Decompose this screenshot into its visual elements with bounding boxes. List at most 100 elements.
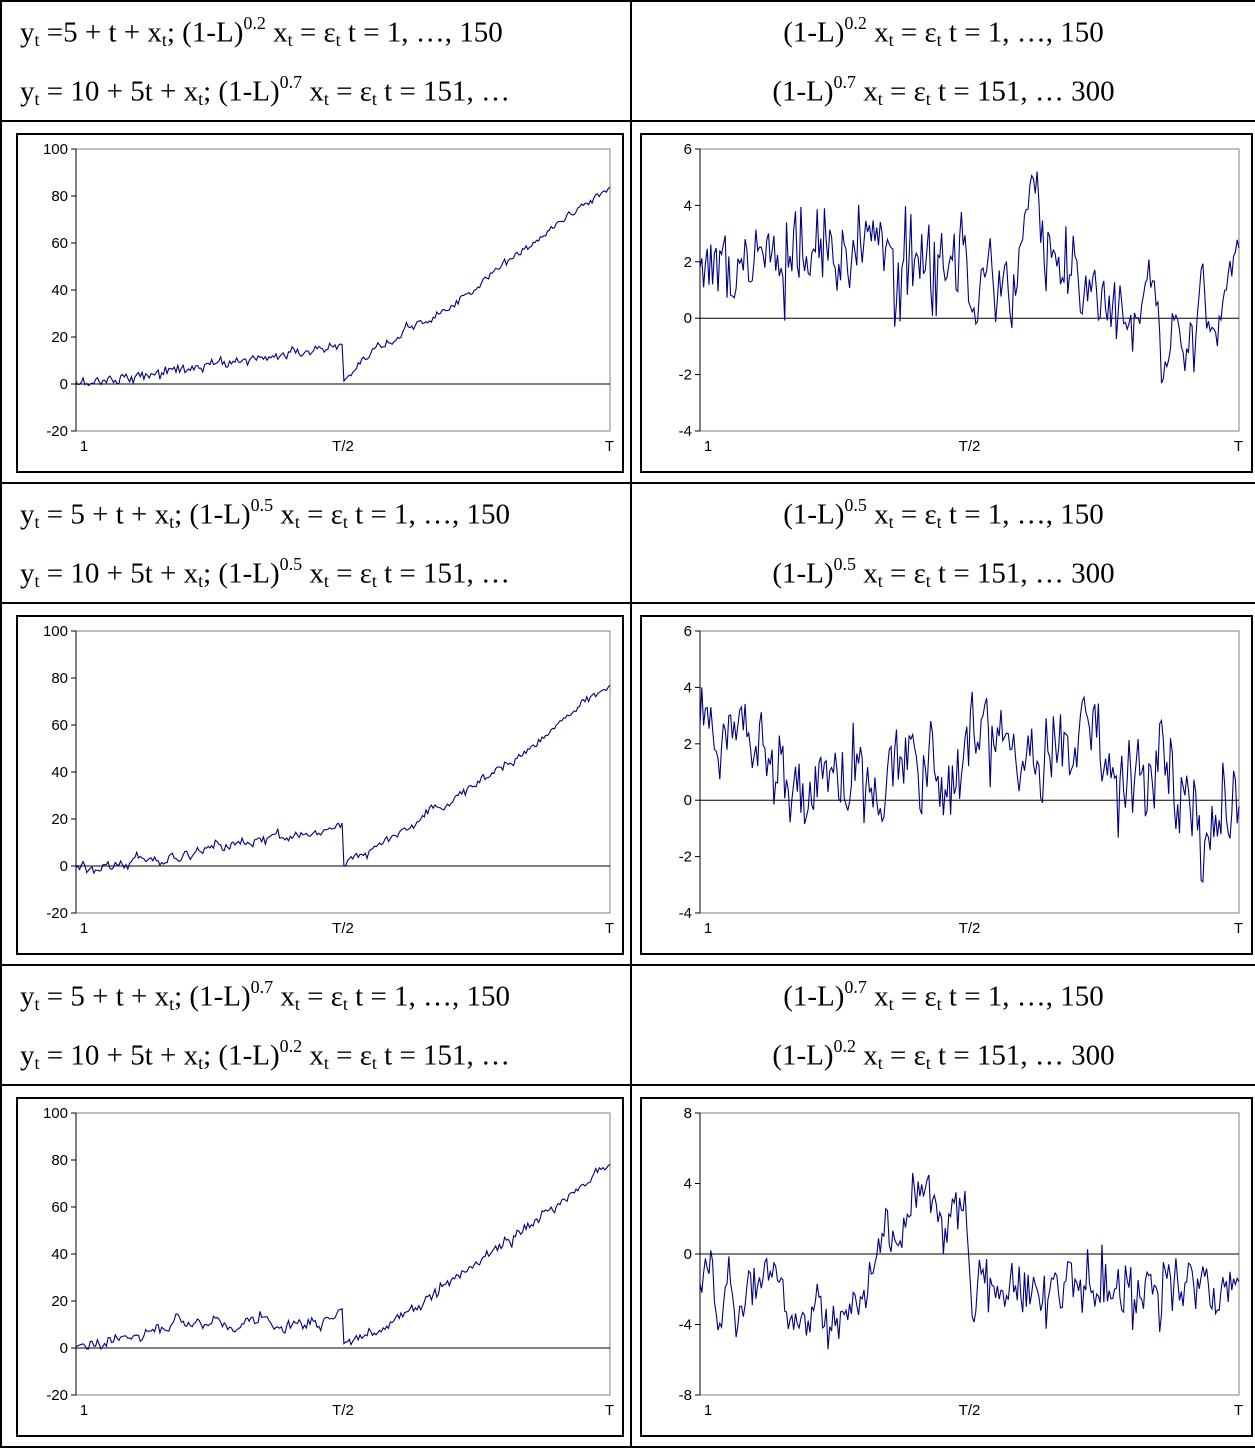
y-tick-label: -8 [679, 1387, 692, 1404]
noise-plot-cell: 8 4 0 -4 -8 1 T/2 T [630, 1084, 1255, 1448]
equation-part: = 5 + t + x [39, 980, 170, 1013]
equation-part: t [294, 512, 300, 533]
x-tick-label: T [1234, 1402, 1243, 1419]
y-tick-label: 100 [43, 141, 68, 158]
equation-part: 0.5 [250, 495, 274, 516]
equation-part: =5 + t + x [39, 16, 162, 49]
y-tick-label: 6 [684, 623, 692, 640]
equation-part: t = 151, … [376, 1039, 511, 1072]
x-tick-label: T [605, 1402, 614, 1419]
noise-plot-cell: 6 4 2 0 -2 -4 1 T/2 T [630, 602, 1255, 967]
equation-part: t [34, 89, 40, 110]
chart-svg: 6 4 2 0 -2 -4 1 T/2 T [679, 141, 1243, 455]
equation-line: (1-L)0.7 xt = εt t = 1, …, 150 [632, 966, 1255, 1025]
equation-part: = ε [328, 75, 372, 108]
equation-part: = 10 + 5t + x [39, 75, 199, 108]
equation-part: t [925, 89, 931, 110]
plot-frame [699, 148, 1240, 432]
x-tick-label: 1 [80, 1402, 88, 1419]
x-tick-label: T/2 [959, 920, 981, 937]
equation-part: ; (1-L) [174, 498, 251, 531]
equation-part: t [925, 571, 931, 592]
chart-svg: 6 4 2 0 -2 -4 1 T/2 T [679, 623, 1243, 937]
equation-part: = ε [893, 498, 937, 531]
chart-panel: 100 80 60 40 20 0 -20 1 T/2 T [16, 1097, 624, 1438]
plot-row: 100 80 60 40 20 0 -20 1 T/2 T 6 4 2 0 -2 -4 1 T/2 T [0, 602, 1255, 967]
equation-part: t [936, 30, 942, 51]
equation-part: t = 1, …, 150 [340, 16, 503, 49]
right-equation-cell: (1-L)0.5 xt = εt t = 1, …, 150 (1-L)0.5 x… [630, 482, 1255, 605]
equation-part: x [866, 498, 889, 531]
y-tick-label: 4 [684, 680, 692, 697]
y-tick-label: -2 [679, 849, 692, 866]
equation-part: t [877, 1053, 883, 1074]
equation-part: t [371, 1053, 377, 1074]
equation-part: t [198, 89, 204, 110]
chart-svg: 100 80 60 40 20 0 -20 1 T/2 T [43, 1105, 614, 1419]
equation-part: = ε [882, 1039, 926, 1072]
equation-part: (1-L) [772, 557, 834, 590]
equation-part: t [342, 994, 348, 1015]
equation-part: t [877, 571, 883, 592]
noise-plot-cell: 6 4 2 0 -2 -4 1 T/2 T [630, 120, 1255, 485]
equation-part: t [287, 30, 293, 51]
equation-part: 0.2 [833, 1036, 856, 1057]
x-tick-label: T/2 [332, 1402, 354, 1419]
equation-line: (1-L)0.5 xt = εt t = 1, …, 150 [632, 484, 1255, 543]
equation-part: t = 151, … 300 [930, 1039, 1115, 1072]
equation-part: t [936, 994, 942, 1015]
equation-part: t [925, 1053, 931, 1074]
equation-part: t [323, 1053, 329, 1074]
equation-part: = ε [893, 980, 937, 1013]
equation-part: t = 151, … 300 [930, 557, 1115, 590]
equation-part: 0.2 [243, 13, 266, 33]
equation-part: x [302, 1039, 324, 1072]
equation-part: y [20, 498, 35, 531]
equation-part: (1-L) [783, 498, 845, 531]
equation-part: ; (1-L) [203, 75, 280, 108]
equation-line: yt = 10 + 5t + xt; (1-L)0.2 xt = εt t = … [2, 1025, 630, 1084]
y-tick-label: 20 [51, 811, 68, 828]
y-tick-label: 2 [684, 254, 692, 271]
equation-part: 0.5 [279, 554, 303, 575]
chart-panel: 8 4 0 -4 -8 1 T/2 T [640, 1097, 1253, 1438]
y-tick-label: 40 [51, 282, 68, 299]
equation-line: yt = 5 + t + xt; (1-L)0.5 xt = εt t = 1,… [2, 484, 630, 543]
y-tick-label: 0 [684, 792, 692, 809]
y-tick-label: 40 [51, 1246, 68, 1263]
y-tick-label: -20 [46, 905, 68, 922]
level-plot-cell: 100 80 60 40 20 0 -20 1 T/2 T [0, 120, 632, 485]
equation-part: t [169, 994, 175, 1015]
equation-part: 0.7 [844, 977, 867, 998]
equation-part: 0.2 [279, 1036, 303, 1057]
y-tick-label: 0 [60, 376, 68, 393]
y-tick-label: 100 [43, 1105, 68, 1122]
plot-row: 100 80 60 40 20 0 -20 1 T/2 T 6 4 2 0 -2 -4 1 T/2 T [0, 120, 1255, 485]
equation-part: t [161, 30, 167, 51]
equation-part: (1-L) [772, 75, 834, 108]
y-tick-label: 8 [684, 1105, 692, 1122]
y-tick-label: 0 [684, 310, 692, 327]
equation-part: x [302, 75, 324, 108]
y-tick-label: 4 [684, 198, 692, 215]
equation-part: y [20, 980, 35, 1013]
equation-part: 0.2 [844, 13, 867, 33]
x-tick-label: 1 [80, 920, 88, 937]
y-tick-label: 20 [51, 329, 68, 346]
equation-part: t [169, 512, 175, 533]
equation-part: ; (1-L) [166, 16, 244, 49]
equation-part: 0.5 [844, 495, 867, 516]
series-line [699, 171, 1240, 384]
equation-part: t = 151, … 300 [930, 75, 1115, 108]
equation-part: t = 151, … [376, 75, 511, 108]
equation-part: t = 151, … [376, 557, 511, 590]
equation-part: y [20, 75, 35, 108]
x-tick-label: T/2 [959, 1402, 981, 1419]
chart-panel: 100 80 60 40 20 0 -20 1 T/2 T [16, 615, 624, 956]
equation-part: t [371, 89, 377, 110]
left-equation-cell: yt = 5 + t + xt; (1-L)0.7 xt = εt t = 1,… [0, 964, 632, 1087]
equation-part: x [855, 75, 878, 108]
equation-row: yt =5 + t + xt; (1-L)0.2 xt = εt t = 1, … [0, 0, 1255, 123]
equation-part: ; (1-L) [203, 1039, 280, 1072]
